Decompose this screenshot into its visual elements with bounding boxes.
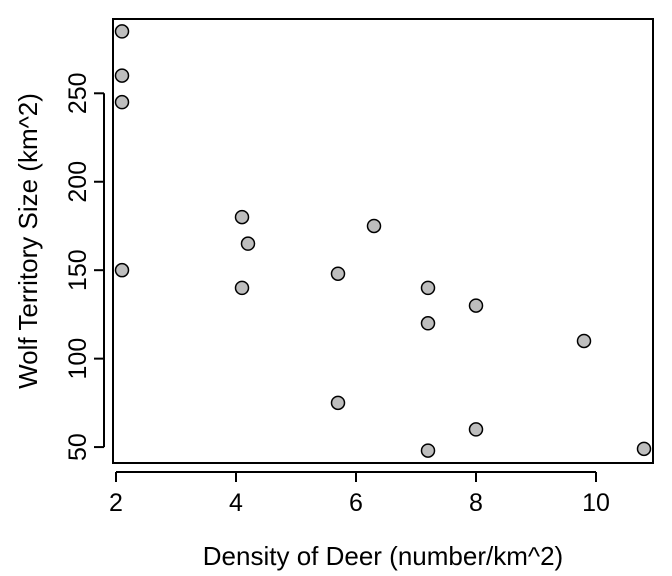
data-point	[468, 422, 484, 437]
data-point	[366, 218, 382, 234]
data-point	[114, 94, 130, 110]
y-tick-label: 50	[64, 433, 92, 461]
x-tick-label: 2	[109, 489, 123, 517]
y-tick-label: 200	[64, 161, 92, 203]
data-point	[420, 443, 436, 458]
data-point	[636, 441, 652, 457]
data-point	[114, 24, 130, 39]
y-tick-label: 250	[64, 72, 92, 114]
data-points	[114, 24, 652, 458]
data-point	[576, 333, 592, 349]
data-point	[240, 236, 256, 251]
y-tick-label: 150	[64, 249, 92, 291]
x-axis: 2 4 6 8 10	[109, 471, 610, 517]
y-axis-title: Wolf Territory Size (km^2)	[13, 93, 43, 389]
data-point	[234, 280, 250, 296]
data-point	[330, 395, 346, 411]
data-point	[468, 298, 484, 313]
y-axis: 50 100 150 200 250	[64, 72, 105, 461]
data-point	[330, 266, 346, 281]
x-tick-label: 8	[469, 489, 483, 517]
x-tick-label: 10	[582, 489, 610, 517]
y-tick-label: 100	[64, 338, 92, 380]
data-point	[420, 280, 436, 296]
plot-frame	[112, 18, 654, 464]
x-tick-label: 6	[349, 489, 363, 517]
data-point	[114, 262, 130, 278]
x-tick-label: 4	[229, 489, 243, 517]
data-point	[114, 68, 130, 83]
data-point	[420, 316, 436, 331]
data-point	[234, 209, 250, 225]
x-axis-title: Density of Deer (number/km^2)	[203, 541, 563, 571]
